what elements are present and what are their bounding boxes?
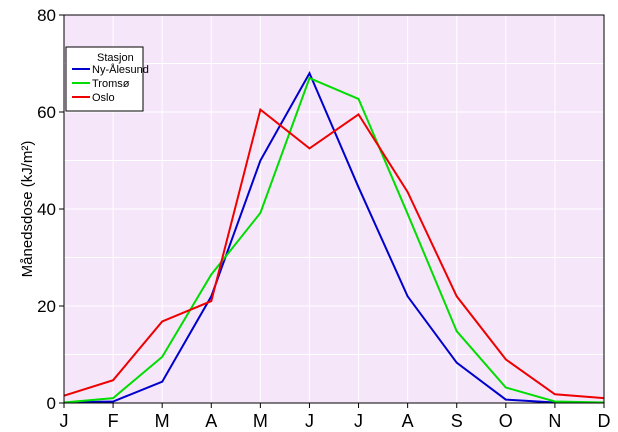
x-tick-label: J bbox=[354, 411, 363, 431]
x-tick-label: F bbox=[108, 411, 119, 431]
y-axis: 0 20 40 60 80 bbox=[37, 6, 64, 413]
x-tick-label: J bbox=[305, 411, 314, 431]
legend-label: Ny-Ålesund bbox=[92, 63, 149, 76]
legend-label: Oslo bbox=[92, 92, 115, 104]
series-layer bbox=[63, 70, 605, 404]
x-tick-label: M bbox=[253, 411, 268, 431]
x-tick-label: S bbox=[451, 411, 463, 431]
legend: Stasjon Ny-Ålesund Tromsø Oslo bbox=[65, 46, 149, 112]
y-tick-label: 20 bbox=[37, 297, 56, 316]
y-tick-label: 0 bbox=[47, 394, 56, 413]
legend-title: Stasjon bbox=[97, 52, 134, 64]
y-tick-label: 80 bbox=[37, 6, 56, 25]
x-tick-label: M bbox=[155, 411, 170, 431]
x-tick-label: N bbox=[548, 411, 561, 431]
y-axis-title: Månedsdose (kJ/m²) bbox=[19, 141, 36, 278]
x-tick-label: O bbox=[499, 411, 513, 431]
y-tick-label: 40 bbox=[37, 200, 56, 219]
legend-box bbox=[65, 46, 144, 112]
x-tick-label: J bbox=[60, 411, 69, 431]
series-line-1 bbox=[63, 76, 605, 404]
x-tick-label: D bbox=[598, 411, 611, 431]
legend-label: Tromsø bbox=[92, 78, 130, 90]
series-line-2 bbox=[63, 107, 605, 400]
x-tick-label: A bbox=[205, 411, 217, 431]
x-tick-label: A bbox=[402, 411, 414, 431]
y-tick-label: 60 bbox=[37, 103, 56, 122]
